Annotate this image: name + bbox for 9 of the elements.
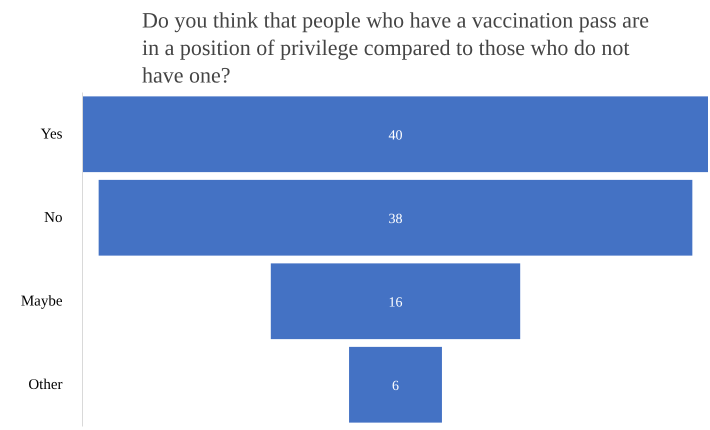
category-label: Maybe: [20, 293, 63, 310]
data-label: 6: [392, 378, 399, 394]
data-label: 38: [388, 212, 402, 227]
category-label: No: [44, 210, 63, 226]
category-label: Yes: [40, 126, 63, 142]
text: Do you think that people who have a vaccination pass are in a position of privilege compared to those who do not have one?: [142, 8, 650, 88]
category-label: Other: [28, 376, 63, 393]
data-label: 16: [388, 295, 402, 310]
data-label: 40: [388, 128, 402, 144]
